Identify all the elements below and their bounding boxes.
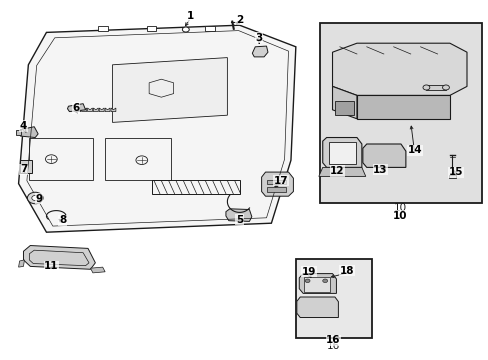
Polygon shape bbox=[332, 43, 466, 95]
Circle shape bbox=[32, 195, 39, 201]
Text: 16: 16 bbox=[325, 335, 340, 345]
Text: 4: 4 bbox=[20, 121, 27, 131]
Circle shape bbox=[322, 279, 327, 283]
Polygon shape bbox=[112, 58, 227, 122]
Text: 3: 3 bbox=[255, 33, 262, 43]
Bar bbox=[448, 175, 455, 178]
Circle shape bbox=[305, 279, 309, 283]
Polygon shape bbox=[332, 86, 356, 119]
Circle shape bbox=[182, 27, 189, 32]
Text: 13: 13 bbox=[372, 165, 387, 175]
Polygon shape bbox=[19, 127, 38, 138]
Polygon shape bbox=[81, 108, 86, 112]
Polygon shape bbox=[87, 108, 92, 112]
Polygon shape bbox=[111, 108, 116, 112]
Text: 5: 5 bbox=[236, 215, 243, 225]
Text: 8: 8 bbox=[59, 215, 66, 225]
Circle shape bbox=[422, 85, 429, 90]
Bar bbox=[146, 26, 156, 31]
Polygon shape bbox=[105, 108, 110, 112]
Polygon shape bbox=[23, 246, 95, 269]
Text: 10: 10 bbox=[393, 203, 406, 213]
Polygon shape bbox=[296, 297, 338, 318]
Text: 6: 6 bbox=[72, 103, 79, 113]
Polygon shape bbox=[225, 209, 251, 221]
Polygon shape bbox=[67, 104, 85, 112]
Polygon shape bbox=[261, 172, 293, 196]
Polygon shape bbox=[19, 25, 295, 232]
Text: 1: 1 bbox=[187, 11, 194, 21]
Bar bbox=[328, 142, 355, 164]
Text: 16: 16 bbox=[326, 341, 340, 351]
Polygon shape bbox=[93, 108, 98, 112]
Circle shape bbox=[442, 85, 448, 90]
Polygon shape bbox=[299, 274, 336, 293]
Bar bbox=[295, 259, 371, 338]
Bar bbox=[98, 26, 107, 31]
Text: 7: 7 bbox=[20, 164, 27, 174]
Polygon shape bbox=[20, 160, 32, 173]
Text: 15: 15 bbox=[447, 167, 462, 177]
Polygon shape bbox=[90, 267, 105, 273]
Polygon shape bbox=[318, 167, 365, 176]
Bar bbox=[205, 26, 215, 31]
Polygon shape bbox=[362, 144, 405, 167]
Polygon shape bbox=[16, 130, 20, 135]
Polygon shape bbox=[322, 138, 361, 167]
Text: 19: 19 bbox=[301, 267, 316, 277]
Bar bbox=[304, 277, 329, 292]
Text: 18: 18 bbox=[339, 266, 354, 276]
Polygon shape bbox=[76, 108, 81, 112]
Text: 9: 9 bbox=[36, 194, 42, 204]
Circle shape bbox=[27, 192, 43, 204]
Text: 17: 17 bbox=[273, 176, 288, 186]
Text: 2: 2 bbox=[236, 15, 243, 25]
Polygon shape bbox=[99, 108, 104, 112]
Polygon shape bbox=[252, 46, 267, 57]
Text: 14: 14 bbox=[407, 145, 421, 156]
Polygon shape bbox=[356, 95, 449, 119]
Text: 11: 11 bbox=[44, 261, 59, 271]
Bar bbox=[426, 85, 445, 90]
Text: 10: 10 bbox=[392, 211, 407, 221]
Bar bbox=[266, 180, 285, 184]
Text: 12: 12 bbox=[329, 166, 344, 176]
Bar bbox=[320, 23, 481, 203]
Bar bbox=[334, 101, 353, 115]
Bar bbox=[266, 187, 285, 192]
Polygon shape bbox=[19, 260, 24, 267]
